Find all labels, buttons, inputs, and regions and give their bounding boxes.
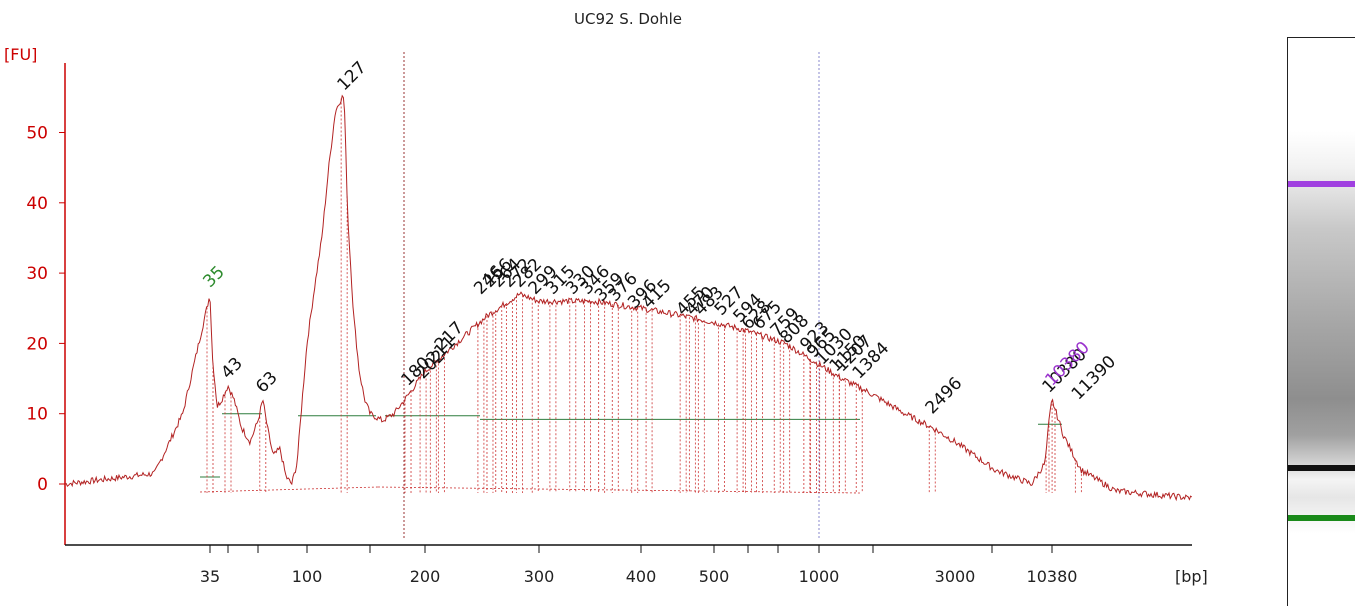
gel-image bbox=[1287, 37, 1355, 606]
x-tick-label: 100 bbox=[292, 567, 323, 586]
y-axis-label: [FU] bbox=[4, 45, 37, 64]
y-tick-label: 10 bbox=[26, 405, 48, 425]
electropherogram-trace bbox=[64, 94, 1193, 502]
x-tick-label: 10380 bbox=[1027, 567, 1078, 586]
y-axis-ticks: 0 10 20 30 40 50 bbox=[26, 124, 65, 495]
peak-label: 63 bbox=[252, 368, 281, 397]
peak-label: 43 bbox=[217, 354, 246, 383]
x-tick-label: 300 bbox=[524, 567, 555, 586]
y-tick-label: 30 bbox=[26, 264, 48, 284]
y-tick-label: 50 bbox=[26, 124, 48, 144]
x-tick-label: 3000 bbox=[935, 567, 976, 586]
y-tick-label: 0 bbox=[37, 475, 48, 495]
peak-baselines bbox=[199, 413, 1062, 494]
peak-label: 35 bbox=[199, 262, 228, 291]
y-tick-label: 40 bbox=[26, 194, 48, 214]
x-tick-label: 1000 bbox=[799, 567, 840, 586]
x-tick-label: 35 bbox=[200, 567, 220, 586]
dominant-band bbox=[1288, 465, 1355, 471]
gel-smear bbox=[1288, 131, 1355, 578]
peak-label: 2496 bbox=[922, 374, 967, 419]
peak-label: 127 bbox=[334, 58, 371, 95]
peak-drop-lines bbox=[206, 98, 1082, 493]
y-tick-label: 20 bbox=[26, 334, 48, 354]
integration-baseline bbox=[199, 486, 861, 494]
upper-marker-band bbox=[1288, 181, 1355, 187]
x-axis-label: [bp] bbox=[1175, 567, 1208, 586]
x-axis-ticks: 35 100 200 300 400 500 1000 3000 10380 bbox=[200, 545, 1078, 586]
chart-title: UC92 S. Dohle bbox=[574, 10, 682, 28]
lower-marker-band bbox=[1288, 515, 1355, 521]
x-tick-label: 200 bbox=[410, 567, 441, 586]
x-tick-label: 500 bbox=[699, 567, 730, 586]
x-tick-label: 400 bbox=[626, 567, 657, 586]
